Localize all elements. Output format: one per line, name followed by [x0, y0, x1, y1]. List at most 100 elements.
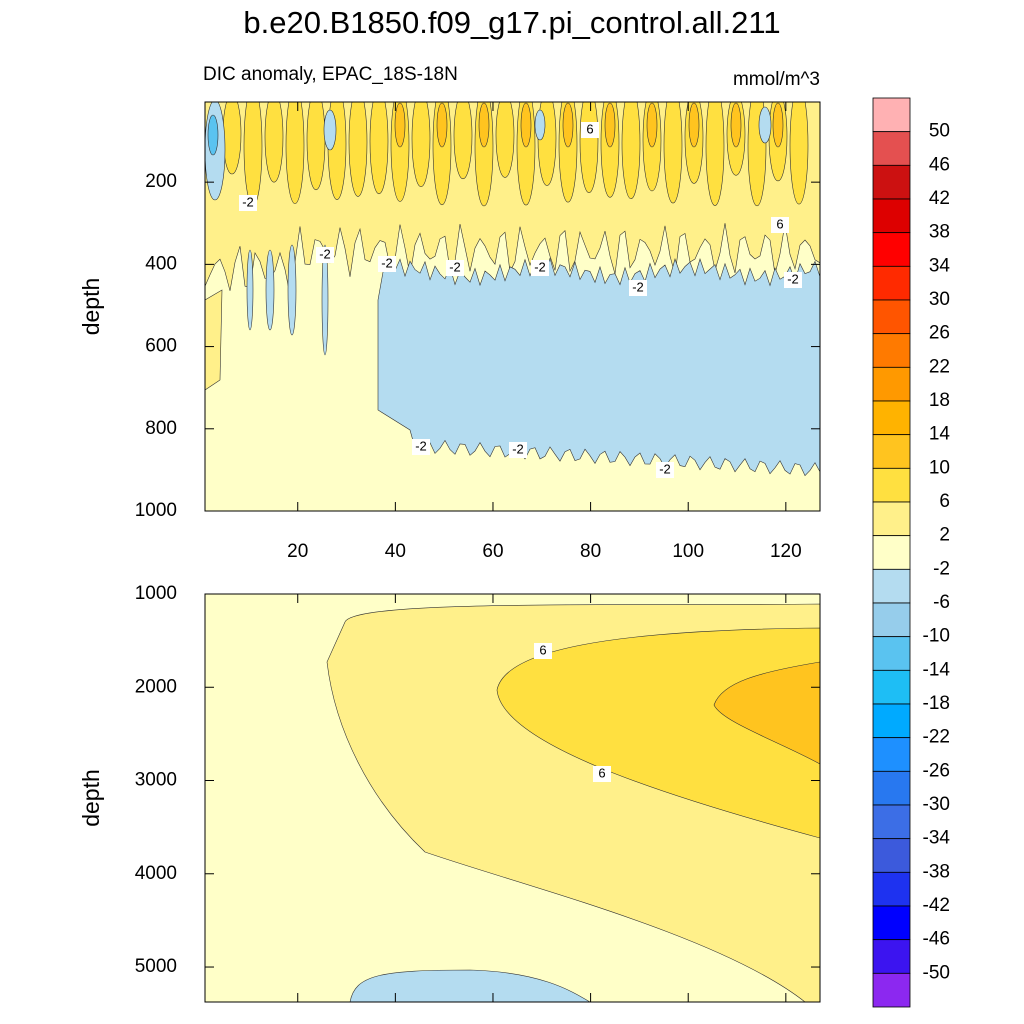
y-tick-label: 400: [145, 253, 177, 274]
fill-region: [222, 102, 242, 175]
colorbar-label: -46: [923, 929, 950, 950]
contour-label-box: [412, 439, 430, 455]
x-tick-label: 120: [770, 541, 802, 562]
fill-region: [562, 102, 574, 148]
colorbar-box: [872, 871, 911, 907]
plot-frame: [204, 593, 821, 1003]
colorbar-box: [872, 333, 911, 368]
fill-region: [321, 244, 329, 356]
x-tick-label: 100: [672, 541, 704, 562]
colorbar-label: 34: [929, 255, 951, 276]
colorbar-box: [872, 636, 911, 671]
colorbar-box: [872, 97, 911, 133]
y-tick-label: 4000: [135, 863, 177, 884]
fill-region: [369, 102, 389, 195]
colorbar-label: 14: [929, 424, 951, 445]
contour-label: -2: [381, 255, 393, 270]
colorbar-box: [872, 400, 911, 436]
colorbar-box: [872, 568, 911, 604]
contour-field: [205, 594, 820, 1002]
fill-region: [705, 102, 725, 206]
fill-region: [478, 102, 490, 148]
fill-region: [534, 109, 546, 141]
colorbar-box: [872, 299, 911, 335]
fill-region: [747, 102, 767, 207]
colorbar-label: -6: [933, 592, 950, 613]
fill-region: [495, 102, 515, 178]
y-tick-label: 200: [145, 171, 177, 192]
y-tick-label: 1000: [135, 500, 177, 521]
units: mmol/m^3: [733, 69, 820, 90]
colorbar-label: 50: [929, 121, 950, 142]
y-tick-label: 1000: [135, 583, 177, 604]
contour-label-box: [656, 462, 674, 478]
contour-label-box: [378, 256, 396, 272]
contour-label: -2: [787, 271, 799, 286]
fill-region: [207, 114, 219, 156]
colorbar-label: -50: [923, 962, 950, 983]
contour-label: 6: [539, 642, 546, 657]
contour-label-box: [316, 247, 334, 263]
contour-label-box: [629, 280, 647, 296]
contour-label-box: [239, 195, 257, 211]
colorbar-box: [872, 939, 911, 974]
fill-region: [730, 102, 742, 148]
colorbar-label: 38: [929, 222, 950, 243]
colorbar-box: [872, 972, 911, 1008]
fill-region: [306, 102, 326, 191]
colorbar-label: 2: [939, 525, 950, 546]
fill-region: [264, 102, 284, 183]
fill-region: [758, 106, 772, 144]
fill-region: [377, 257, 820, 477]
colorbar-box: [872, 602, 911, 638]
contour-label: -2: [449, 259, 461, 274]
fill-region: [287, 244, 297, 336]
x-tick-label: 60: [482, 541, 503, 562]
plot-frame: [204, 101, 821, 512]
colorbar-label: 18: [929, 390, 950, 411]
contour-label: -2: [512, 441, 524, 456]
y-axis-label: depth: [78, 278, 104, 336]
fill-region: [411, 102, 431, 187]
fill-region: [579, 102, 599, 194]
colorbar-box: [872, 232, 911, 267]
fill-region: [789, 102, 809, 205]
y-tick-label: 2000: [135, 676, 177, 697]
contour-label-box: [593, 766, 611, 782]
fill-region: [621, 102, 641, 200]
chart-title: b.e20.B1850.f09_g17.pi_control.all.211: [243, 5, 780, 40]
fill-region: [496, 627, 820, 839]
fill-region: [713, 661, 820, 765]
colorbar-box: [872, 804, 911, 840]
colorbar-label: 22: [929, 356, 950, 377]
fill-region: [646, 102, 658, 148]
colorbar-box: [872, 198, 911, 234]
colorbar-box: [872, 501, 911, 537]
colorbar-label: 46: [929, 154, 950, 175]
fill-region: [348, 102, 368, 197]
colorbar-label: 10: [929, 457, 950, 478]
colorbar-label: -18: [923, 693, 950, 714]
colorbar-box: [872, 366, 911, 402]
contour-label: -2: [319, 246, 331, 261]
subtitle: DIC anomaly, EPAC_18S-18N: [203, 64, 458, 85]
colorbar-label: 6: [939, 491, 950, 512]
contour-label-box: [534, 643, 552, 659]
colorbar-label: 42: [929, 188, 950, 209]
fill-region: [453, 102, 473, 180]
contour-label-box: [509, 442, 527, 458]
colorbar-box: [872, 905, 911, 941]
colorbar-label: -26: [923, 760, 950, 781]
x-tick-label: 20: [287, 541, 308, 562]
colorbar-label: -2: [933, 558, 950, 579]
fill-region: [205, 289, 223, 391]
colorbar-box: [872, 703, 911, 739]
colorbar-box: [872, 467, 911, 503]
x-tick-label: 40: [385, 541, 406, 562]
contour-label: -2: [534, 259, 546, 274]
colorbar-box: [872, 131, 911, 166]
contour-label-box: [771, 217, 789, 233]
contour-label-box: [531, 260, 549, 276]
contour-label: 6: [586, 121, 593, 136]
colorbar-box: [872, 770, 911, 806]
